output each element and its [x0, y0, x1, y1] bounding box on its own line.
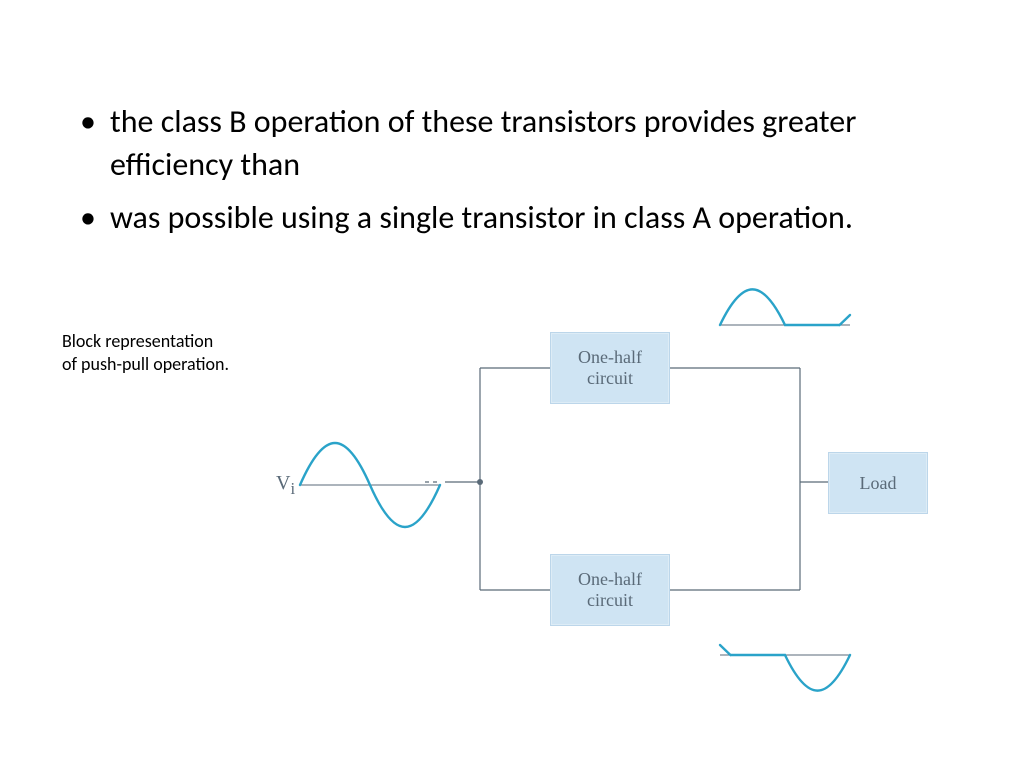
block-label-line: circuit	[587, 590, 633, 611]
load-block: Load	[828, 452, 928, 514]
one-half-circuit-bottom-block: One-half circuit	[550, 554, 670, 626]
block-label-line: circuit	[587, 368, 633, 389]
v-symbol: V	[276, 472, 290, 494]
bullet-list: the class B operation of these transisto…	[70, 100, 954, 240]
bullet-text: was possible using a single transistor i…	[110, 198, 853, 237]
figure-caption: Block representation of push-pull operat…	[62, 330, 232, 377]
bullet-item: was possible using a single transistor i…	[70, 196, 954, 239]
push-pull-diagram: Vi One-half circuit One-half circuit Loa…	[300, 300, 960, 700]
block-label-line: Load	[860, 473, 897, 494]
slide: the class B operation of these transisto…	[0, 0, 1024, 768]
bullet-text: the class B operation of these transisto…	[110, 102, 856, 184]
block-label-line: One-half	[578, 569, 642, 590]
block-label-line: One-half	[578, 347, 642, 368]
one-half-circuit-top-block: One-half circuit	[550, 332, 670, 404]
input-voltage-label: Vi	[276, 472, 295, 499]
bullet-item: the class B operation of these transisto…	[70, 100, 954, 186]
v-subscript: i	[290, 479, 295, 498]
